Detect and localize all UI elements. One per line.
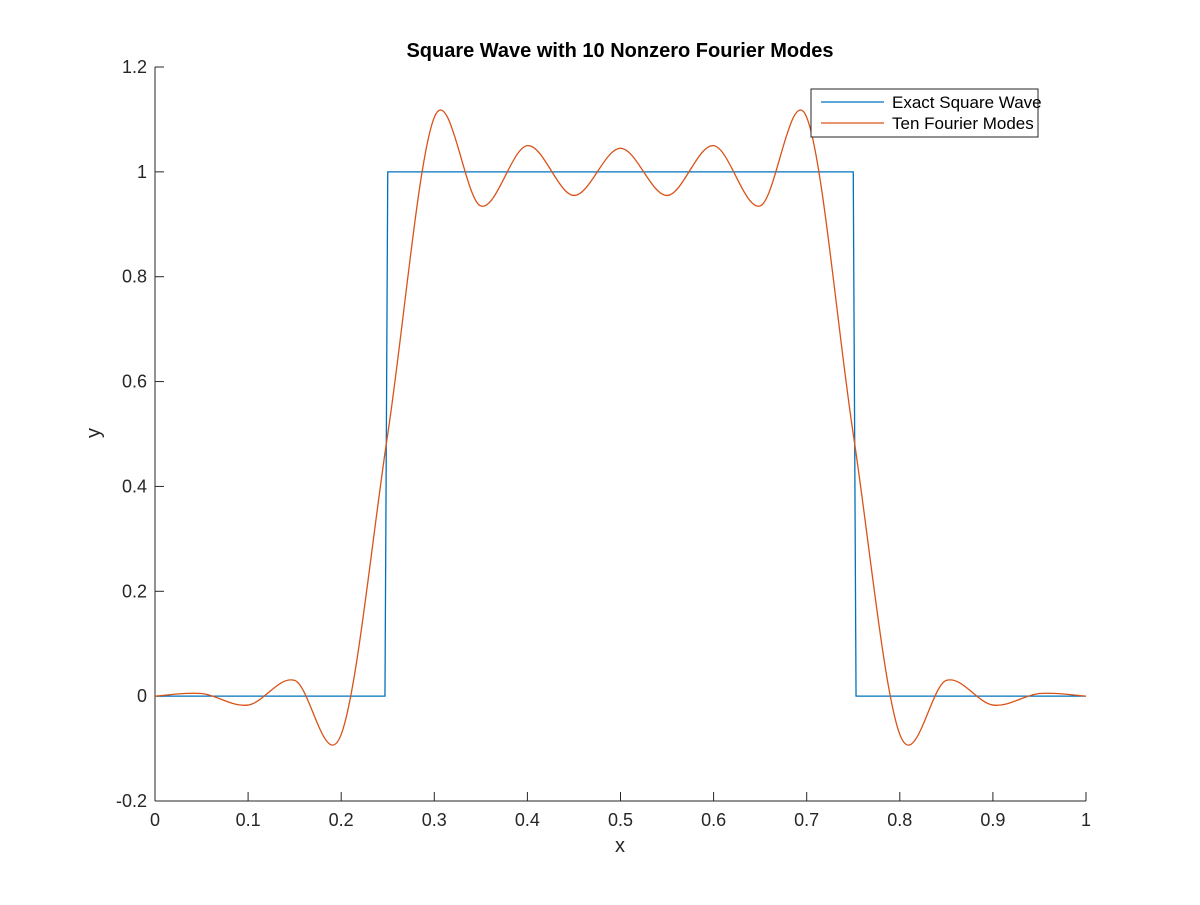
x-tick-label: 1 [1081,810,1091,830]
series-line-exact-square-wave [155,171,1086,697]
x-tick-label: 0.2 [329,810,354,830]
axes: 0 0.1 0.2 0.3 0.4 0.5 0.6 0.7 0.8 0.9 1-0.200.20.4… [116,57,1091,830]
legend-label: Exact Square Wave [892,93,1042,112]
x-tick-label: 0.1 [236,810,261,830]
x-tick-label: 0.9 [980,810,1005,830]
y-tick-label: -0.2 [116,791,147,811]
y-tick-label: 1.2 [122,57,147,77]
series-layer [154,109,1087,746]
x-tick-label: 0.3 [422,810,447,830]
x-axis-label: x [615,835,625,857]
y-tick-label: 0.6 [122,372,147,392]
legend: Exact Square Wave Ten Fourier Modes [810,88,1042,138]
y-tick-label: 0.2 [122,581,147,601]
y-axis-label: y [83,428,105,438]
legend-label: Ten Fourier Modes [892,114,1034,133]
series-line-ten-fourier-modes [154,109,1087,746]
x-tick-label: 0.5 [608,810,633,830]
x-tick-label: 0.6 [701,810,726,830]
x-tick-label: 0.8 [887,810,912,830]
chart-title: Square Wave with 10 Nonzero Fourier Mode… [406,40,833,62]
x-tick-label: 0.4 [515,810,540,830]
x-tick-label: 0.7 [794,810,819,830]
y-tick-label: 0.8 [122,267,147,287]
y-tick-label: 0 [137,686,147,706]
legend-box [810,88,1039,138]
y-tick-label: 1 [137,162,147,182]
y-tick-label: 0.4 [122,476,147,496]
x-tick-label: 0 [150,810,160,830]
